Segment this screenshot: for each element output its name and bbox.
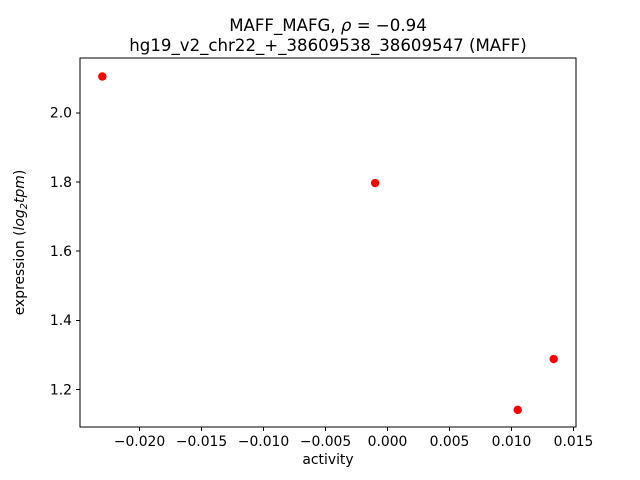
y-tick-label: 1.6	[50, 244, 72, 260]
data-point	[513, 405, 522, 415]
x-tick-label: −0.020	[114, 434, 165, 450]
y-tick-label: 1.2	[50, 382, 72, 398]
x-tick-label: 0.000	[368, 434, 408, 450]
x-tick-label: −0.010	[238, 434, 289, 450]
data-point	[370, 178, 380, 188]
y-tick-label: 1.4	[50, 313, 72, 329]
chart-title-line2: hg19_v2_chr22_+_38609538_38609547 (MAFF)	[129, 36, 526, 56]
chart-title-line1: MAFF_MAFG, ρ = −0.94	[229, 16, 427, 36]
x-tick-label: −0.015	[176, 434, 227, 450]
x-tick-label: 0.010	[492, 434, 532, 450]
data-point	[98, 72, 107, 81]
axes-frame	[79, 57, 577, 428]
x-tick-label: −0.005	[300, 434, 351, 450]
y-tick-label: 1.8	[50, 175, 72, 191]
y-axis-label: expression (log2tpm)	[12, 170, 30, 316]
y-tick-label: 2.0	[50, 106, 72, 122]
x-tick-label: 0.005	[430, 434, 470, 450]
x-axis-label: activity	[302, 452, 353, 468]
data-point	[549, 354, 558, 364]
x-tick-label: 0.015	[554, 434, 594, 450]
